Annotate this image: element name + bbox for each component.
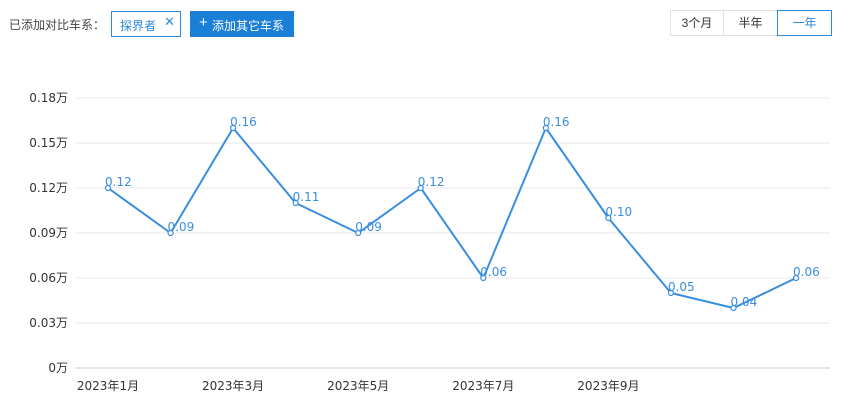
data-label: 0.10 [605,205,632,219]
data-point [667,289,675,297]
data-point [417,184,424,192]
y-tick-label: 0.03万 [29,316,68,330]
data-label: 0.06 [793,265,820,279]
data-label: 0.06 [480,265,507,279]
data-label: 0.04 [731,295,758,309]
range-one-year-button[interactable]: 一年 [777,10,832,36]
close-icon[interactable]: ✕ [164,15,175,30]
x-tick-label: 2023年3月 [202,379,264,393]
series-tag-label: 探界者 [120,19,157,33]
range-half-year-button[interactable]: 半年 [723,10,778,36]
y-tick-label: 0万 [48,361,68,375]
data-label: 0.16 [543,115,570,129]
data-label: 0.12 [105,175,132,189]
data-point [730,304,737,312]
data-label: 0.11 [293,190,320,204]
time-range-selector: 3个月 半年 一年 [670,10,832,36]
y-tick-label: 0.18万 [29,91,68,105]
plus-icon: + [199,14,208,31]
line-chart: 0万 0.03万 0.06万 0.09万 0.12万 0.15万 0.18万 2023年1月 2… [29,91,830,393]
data-label: 0.09 [168,220,195,234]
data-label: 0.16 [230,115,257,129]
data-label: 0.05 [668,280,695,294]
compare-label: 已添加对比车系： [9,18,106,32]
x-tick-label: 2023年7月 [452,379,514,393]
x-tick-label: 2023年1月 [77,379,139,393]
compare-toolbar: 已添加对比车系： 探界者 ✕ + 添加其它车系 3个月 半年 一年 [0,0,852,48]
data-point [355,229,362,237]
data-point [167,229,174,237]
series-tag[interactable]: 探界者 ✕ [111,11,181,37]
range-3-months-button[interactable]: 3个月 [670,10,724,36]
y-tick-label: 0.15万 [29,136,68,150]
y-tick-label: 0.12万 [29,181,68,195]
x-tick-label: 2023年5月 [327,379,389,393]
data-label: 0.09 [355,220,382,234]
data-point [292,199,299,207]
data-point [480,274,487,282]
y-tick-label: 0.06万 [29,271,68,285]
add-series-label: 添加其它车系 [212,19,285,33]
data-point [104,184,112,192]
x-tick-label: 2023年9月 [577,379,639,393]
data-label: 0.12 [418,175,445,189]
series-line [107,127,797,309]
y-tick-label: 0.09万 [29,226,68,240]
data-point [605,214,612,222]
data-point [542,124,549,132]
data-point [230,124,237,132]
data-point [792,274,800,282]
add-series-button[interactable]: + 添加其它车系 [190,11,294,37]
